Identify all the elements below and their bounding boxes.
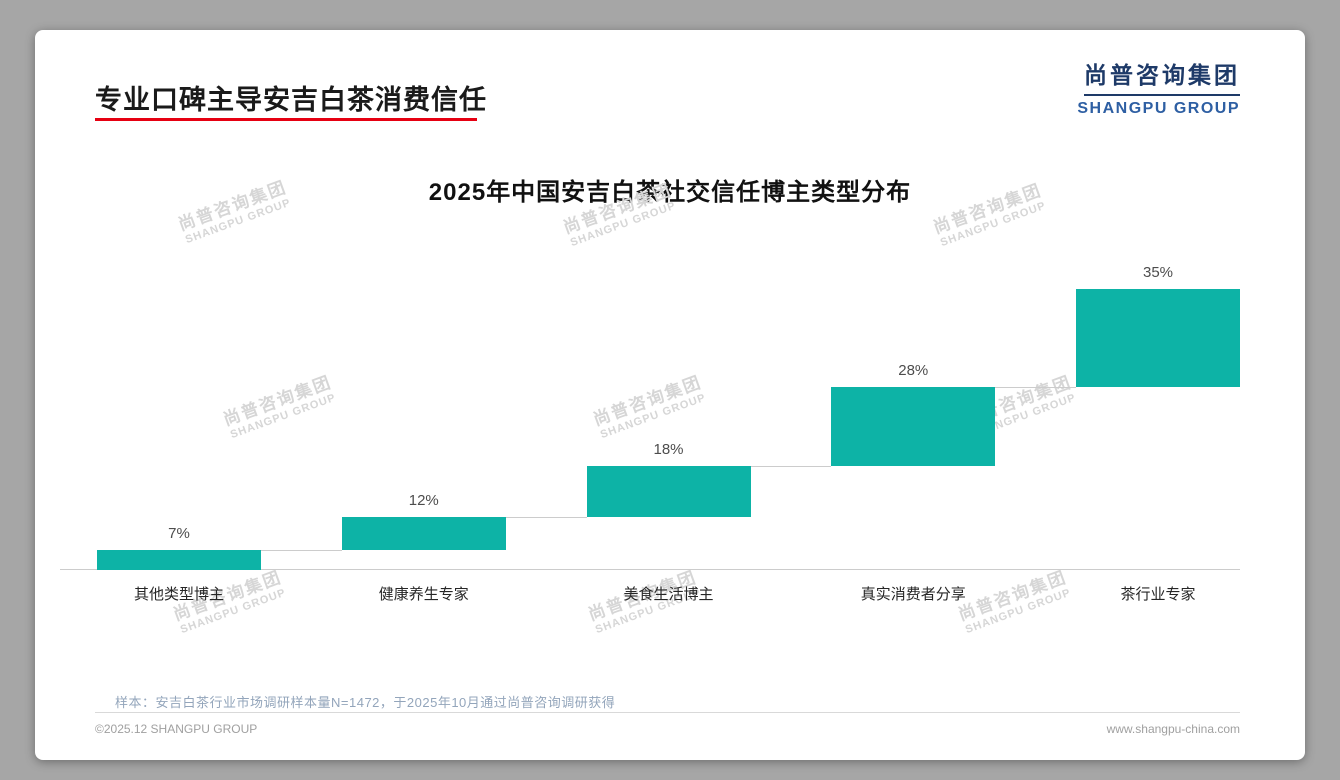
page-title: 专业口碑主导安吉白茶消费信任 — [95, 85, 487, 115]
value-label: 35% — [1142, 264, 1174, 281]
step-connector-line — [750, 466, 832, 468]
footer-website: www.shangpu-china.com — [1106, 722, 1240, 736]
bar-真实消费者分享 — [831, 387, 996, 467]
company-logo: 尚普咨询集团 SHANGPU GROUP — [1077, 56, 1240, 118]
x-axis-line — [60, 569, 1240, 570]
footer-copyright: ©2025.12 SHANGPU GROUP — [95, 722, 258, 736]
category-label: 健康养生专家 — [378, 586, 469, 603]
bar-健康养生专家 — [341, 516, 506, 551]
value-label: 7% — [168, 525, 190, 543]
value-label: 28% — [898, 362, 929, 380]
category-label: 其他类型博主 — [133, 586, 224, 603]
value-label: 18% — [653, 441, 684, 459]
step-connector-line — [505, 516, 587, 518]
value-label: 12% — [408, 491, 439, 509]
category-label: 美食生活博主 — [623, 586, 714, 603]
chart-title: 2025年中国安吉白茶社交信任博主类型分布 — [428, 179, 912, 206]
logo-chinese-text: 尚普咨询集团 — [1084, 56, 1240, 96]
title-underline — [95, 118, 477, 121]
step-connector-line — [261, 550, 342, 552]
slide-card: 专业口碑主导安吉白茶消费信任 尚普咨询集团 SHANGPU GROUP 2025… — [35, 30, 1305, 760]
bar-其他类型博主 — [97, 550, 261, 570]
footer-divider — [95, 712, 1240, 713]
category-label: 真实消费者分享 — [860, 586, 966, 603]
category-label: 茶行业专家 — [1120, 586, 1196, 603]
waterfall-chart: 7% 其他类型博主 12% 健康养生专家 18% 美食生活博主 28% 真实消费者分享 35% 茶… — [97, 229, 1240, 624]
bar-茶行业专家 — [1076, 289, 1240, 388]
step-connector-line — [995, 387, 1076, 389]
logo-english-text: SHANGPU GROUP — [1077, 100, 1240, 117]
source-footnote: 样本：安吉白茶行业市场调研样本量N=1472，于2025年10月通过尚普咨询调研… — [115, 695, 616, 710]
bar-美食生活博主 — [586, 466, 751, 517]
